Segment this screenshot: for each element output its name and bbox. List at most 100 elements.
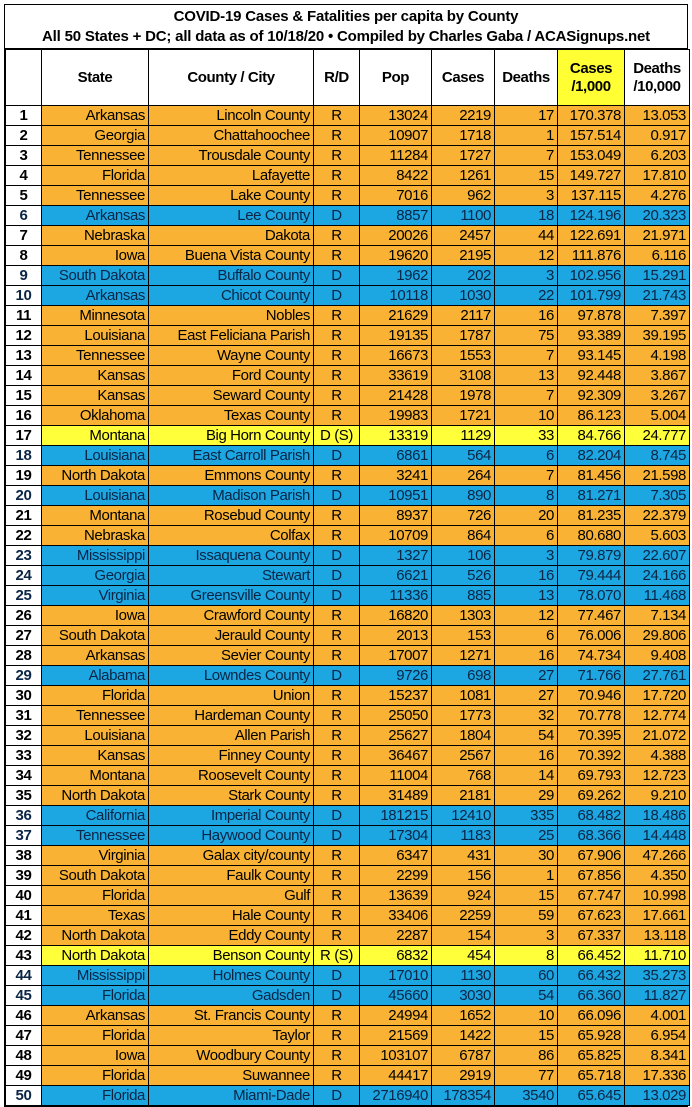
county-cell: Rosebud County <box>148 505 314 526</box>
cases-per-1000-cell: 67.906 <box>557 845 625 866</box>
county-cell: Lake County <box>148 185 314 206</box>
header-rd: R/D <box>313 49 360 106</box>
party-cell: R <box>313 1005 360 1026</box>
county-cell: Holmes County <box>148 965 314 986</box>
cases-cell: 2195 <box>431 245 495 266</box>
county-cell: East Carroll Parish <box>148 445 314 466</box>
deaths-cell: 25 <box>494 825 558 846</box>
deaths-cell: 13 <box>494 585 558 606</box>
deaths-per-10000-cell: 24.166 <box>624 565 690 586</box>
cases-per-1000-cell: 84.766 <box>557 425 625 446</box>
party-cell: R <box>313 185 360 206</box>
deaths-cell: 3 <box>494 265 558 286</box>
table-row: 37 Tennessee Haywood County D 17304 1183 25 68.… <box>5 825 690 846</box>
cases-cell: 526 <box>431 565 495 586</box>
state-cell: Iowa <box>41 605 149 626</box>
state-cell: Arkansas <box>41 285 149 306</box>
party-cell: R <box>313 105 360 126</box>
cases-per-1000-cell: 82.204 <box>557 445 625 466</box>
table-row: 13 Tennessee Wayne County R 16673 1553 7 93.145… <box>5 345 690 366</box>
state-cell: Georgia <box>41 565 149 586</box>
county-cell: East Feliciana Parish <box>148 325 314 346</box>
party-cell: D <box>313 285 360 306</box>
pop-cell: 3241 <box>359 465 432 486</box>
cases-cell: 2567 <box>431 745 495 766</box>
deaths-per-10000-cell: 22.379 <box>624 505 690 526</box>
pop-cell: 25627 <box>359 725 432 746</box>
cases-cell: 2219 <box>431 105 495 126</box>
table-row: 47 Florida Taylor R 21569 1422 15 65.928 6.954 <box>5 1025 690 1046</box>
deaths-cell: 1 <box>494 125 558 146</box>
deaths-per-10000-cell: 5.603 <box>624 525 690 546</box>
pop-cell: 33619 <box>359 365 432 386</box>
cases-per-1000-cell: 153.049 <box>557 145 625 166</box>
table-row: 20 Louisiana Madison Parish D 10951 890 8 81.27… <box>5 485 690 506</box>
party-cell: D <box>313 205 360 226</box>
cases-cell: 864 <box>431 525 495 546</box>
table-row: 25 Virginia Greensville County D 11336 885 13 7… <box>5 585 690 606</box>
cases-cell: 6787 <box>431 1045 495 1066</box>
county-cell: Chattahoochee <box>148 125 314 146</box>
table-row: 41 Texas Hale County R 33406 2259 59 67.623 17.6… <box>5 905 690 926</box>
deaths-cell: 54 <box>494 725 558 746</box>
deaths-cell: 3 <box>494 185 558 206</box>
cases-per-1000-cell: 157.514 <box>557 125 625 146</box>
cases-per-1000-cell: 78.070 <box>557 585 625 606</box>
cases-per-1000-cell: 69.262 <box>557 785 625 806</box>
state-cell: Florida <box>41 165 149 186</box>
table-row: 17 Montana Big Horn County D (S) 13319 1129 33… <box>5 425 690 446</box>
cases-per-1000-cell: 65.718 <box>557 1065 625 1086</box>
state-cell: Alabama <box>41 665 149 686</box>
table-row: 4 Florida Lafayette R 8422 1261 15 149.727 17.81… <box>5 165 690 186</box>
cases-cell: 454 <box>431 945 495 966</box>
county-cell: Roosevelt County <box>148 765 314 786</box>
cases-per-1000-cell: 92.448 <box>557 365 625 386</box>
party-cell: R <box>313 765 360 786</box>
pop-cell: 10118 <box>359 285 432 306</box>
pop-cell: 16673 <box>359 345 432 366</box>
party-cell: R <box>313 165 360 186</box>
pop-cell: 1327 <box>359 545 432 566</box>
table-row: 42 North Dakota Eddy County R 2287 154 3 67.337… <box>5 925 690 946</box>
row-index: 47 <box>5 1025 42 1046</box>
row-index: 20 <box>5 485 42 506</box>
deaths-per-10000-cell: 9.408 <box>624 645 690 666</box>
state-cell: Florida <box>41 985 149 1006</box>
deaths-cell: 7 <box>494 345 558 366</box>
party-cell: R <box>313 385 360 406</box>
deaths-per-10000-cell: 4.276 <box>624 185 690 206</box>
deaths-cell: 15 <box>494 165 558 186</box>
cases-per-1000-cell: 68.366 <box>557 825 625 846</box>
table-row: 23 Mississippi Issaquena County D 1327 106 3 79… <box>5 545 690 566</box>
county-cell: Colfax <box>148 525 314 546</box>
county-cell: Faulk County <box>148 865 314 886</box>
cases-cell: 1652 <box>431 1005 495 1026</box>
state-cell: Georgia <box>41 125 149 146</box>
cases-cell: 924 <box>431 885 495 906</box>
pop-cell: 6347 <box>359 845 432 866</box>
cases-cell: 1721 <box>431 405 495 426</box>
pop-cell: 9726 <box>359 665 432 686</box>
state-cell: Arkansas <box>41 645 149 666</box>
pop-cell: 8422 <box>359 165 432 186</box>
state-cell: South Dakota <box>41 625 149 646</box>
party-cell: R <box>313 405 360 426</box>
cases-per-1000-cell: 65.825 <box>557 1045 625 1066</box>
deaths-per-10000-cell: 17.661 <box>624 905 690 926</box>
cases-cell: 12410 <box>431 805 495 826</box>
state-cell: California <box>41 805 149 826</box>
cases-cell: 726 <box>431 505 495 526</box>
cases-cell: 1303 <box>431 605 495 626</box>
table-row: 40 Florida Gulf R 13639 924 15 67.747 10.998 <box>5 885 690 906</box>
header-row: State County / City R/D Pop Cases Deaths… <box>5 49 690 106</box>
deaths-per-10000-cell: 13.053 <box>624 105 690 126</box>
county-cell: Finney County <box>148 745 314 766</box>
cases-cell: 1422 <box>431 1025 495 1046</box>
party-cell: R <box>313 1065 360 1086</box>
row-index: 49 <box>5 1065 42 1086</box>
table-row: 35 North Dakota Stark County R 31489 2181 29 69… <box>5 785 690 806</box>
cases-per-1000-cell: 101.799 <box>557 285 625 306</box>
pop-cell: 45660 <box>359 985 432 1006</box>
deaths-cell: 16 <box>494 305 558 326</box>
county-cell: Lowndes County <box>148 665 314 686</box>
